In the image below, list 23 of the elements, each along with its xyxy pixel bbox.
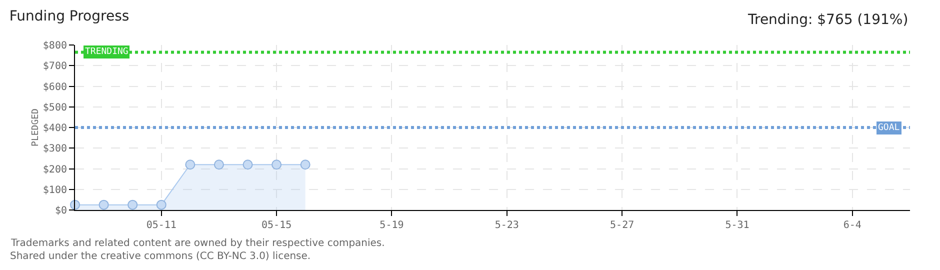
x-tick-label: 5-27 [610,220,634,231]
x-tick-label: 05-11 [146,220,176,231]
y-axis-title: PLEDGED [30,108,41,146]
x-tick-label: 5-19 [380,220,404,231]
chart-title: Funding Progress [9,8,130,25]
y-tick-label: $0 [54,206,67,216]
ref-line-label: GOAL [878,123,900,133]
y-tick-label: $300 [42,144,67,155]
text: Trending: $765 (191%) [747,12,908,28]
y-tick-label: $600 [42,82,67,93]
x-tick-label: 5-23 [494,220,519,231]
text: Trademarks and related content are owned by their respective companies. [10,238,385,249]
y-tick-label: $700 [42,61,67,72]
y-tick-label: $800 [42,40,67,52]
x-tick-label: 05-15 [261,220,292,231]
y-tick-label: $200 [42,164,67,176]
x-tick-label: 6-4 [843,220,862,231]
x-tick-label: 5-31 [725,220,750,231]
y-tick-label: $500 [42,102,67,114]
y-tick-label: $400 [42,123,67,134]
text: Shared under the creative commons (CC BY-NC 3.0) license. [10,251,311,262]
ref-line-label: TRENDING [85,47,128,57]
y-tick-label: $100 [42,184,67,196]
